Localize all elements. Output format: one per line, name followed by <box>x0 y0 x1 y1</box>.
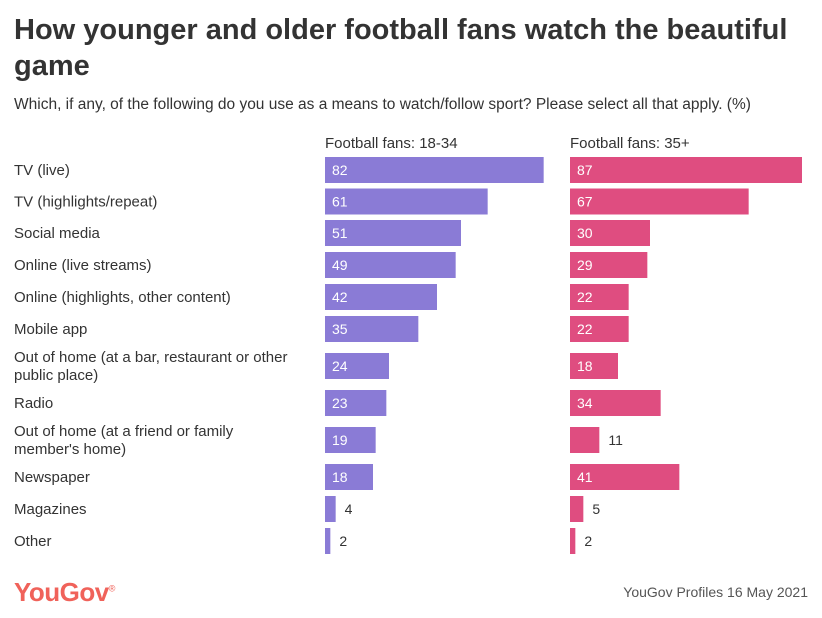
chart-subtitle: Which, if any, of the following do you u… <box>14 96 751 113</box>
chart-area: Football fans: 18-34 Football fans: 35+ TV… <box>14 135 802 554</box>
bar-series1-6 <box>570 353 618 379</box>
bar-series0-11 <box>325 528 331 554</box>
value-label-series1-9: 41 <box>577 469 593 485</box>
category-label-1: TV (highlights/repeat) <box>14 194 157 211</box>
bar-series0-9 <box>325 464 373 490</box>
bar-series0-5 <box>325 316 419 342</box>
value-label-series0-7: 23 <box>332 395 348 411</box>
bar-series1-3 <box>570 252 648 278</box>
bar-series1-10 <box>570 496 584 522</box>
value-label-series1-0: 87 <box>577 162 593 178</box>
logo-text: YouGov <box>14 577 109 607</box>
value-label-series0-10: 4 <box>345 501 353 517</box>
category-label-6-line-1: public place) <box>14 367 98 384</box>
bar-series0-2 <box>325 220 461 246</box>
bar-series1-5 <box>570 316 629 342</box>
category-label-6-line-0: Out of home (at a bar, restaurant or oth… <box>14 349 287 366</box>
category-label-5: Mobile app <box>14 321 87 338</box>
value-label-series0-5: 35 <box>332 321 348 337</box>
panel-title-1: Football fans: 35+ <box>570 135 690 152</box>
value-label-series0-11: 2 <box>339 533 347 549</box>
bar-series0-7 <box>325 390 387 416</box>
value-label-series1-7: 34 <box>577 395 593 411</box>
value-label-series0-0: 82 <box>332 162 348 178</box>
category-label-9: Newspaper <box>14 469 90 486</box>
category-label-11: Other <box>14 533 52 550</box>
value-label-series0-8: 19 <box>332 432 348 448</box>
value-label-series1-6: 18 <box>577 358 593 374</box>
panel-title-0: Football fans: 18-34 <box>325 135 458 152</box>
value-label-series0-9: 18 <box>332 469 348 485</box>
category-label-3: Online (live streams) <box>14 257 152 274</box>
bar-series0-10 <box>325 496 336 522</box>
bar-series0-1 <box>325 188 488 215</box>
value-label-series0-1: 61 <box>332 194 348 210</box>
bar-series1-2 <box>570 220 650 246</box>
value-label-series0-4: 42 <box>332 289 348 305</box>
bar-series0-3 <box>325 252 456 278</box>
category-label-4: Online (highlights, other content) <box>14 289 231 306</box>
category-label-0: TV (live) <box>14 162 70 179</box>
bar-series1-9 <box>570 464 680 490</box>
category-label-8-line-1: member's home) <box>14 441 126 458</box>
value-label-series1-5: 22 <box>577 321 593 337</box>
bar-series0-6 <box>325 353 389 379</box>
value-label-series1-10: 5 <box>592 501 600 517</box>
source-note: YouGov Profiles 16 May 2021 <box>623 584 808 600</box>
value-label-series1-1: 67 <box>577 194 593 210</box>
bar-series0-4 <box>325 284 437 310</box>
value-label-series1-2: 30 <box>577 225 593 241</box>
category-label-7: Radio <box>14 395 53 412</box>
bar-series1-11 <box>570 528 576 554</box>
bar-series1-4 <box>570 284 629 310</box>
bar-series0-0 <box>325 157 544 183</box>
value-label-series1-8: 11 <box>608 432 623 448</box>
value-label-series0-3: 49 <box>332 257 348 273</box>
chart-title: How younger and older football fans watc… <box>14 14 788 82</box>
bar-series1-7 <box>570 390 661 416</box>
yougov-logo: YouGov® <box>14 577 115 608</box>
bar-series0-8 <box>325 427 376 453</box>
value-label-series1-3: 29 <box>577 257 593 273</box>
category-label-8-line-0: Out of home (at a friend or family <box>14 423 234 440</box>
value-label-series0-2: 51 <box>332 225 348 241</box>
registered-mark: ® <box>108 583 116 594</box>
bar-series1-1 <box>570 188 749 215</box>
value-label-series1-11: 2 <box>584 533 592 549</box>
category-label-2: Social media <box>14 225 101 242</box>
bar-series1-8 <box>570 427 600 453</box>
value-label-series0-6: 24 <box>332 358 348 374</box>
value-label-series1-4: 22 <box>577 289 593 305</box>
category-label-10: Magazines <box>14 501 87 518</box>
bar-series1-0 <box>570 157 802 183</box>
